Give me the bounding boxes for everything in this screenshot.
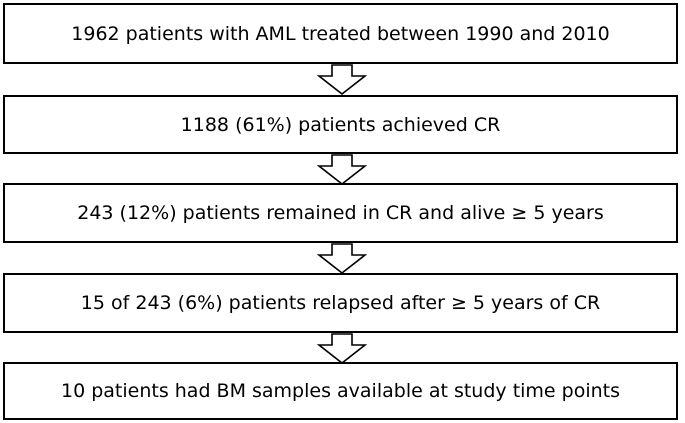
down-arrow-icon [317, 64, 367, 95]
flow-step-remained-cr: 243 (12%) patients remained in CR and al… [3, 183, 678, 243]
down-arrow-icon [317, 154, 367, 185]
flow-step-relapsed: 15 of 243 (6%) patients relapsed after ≥… [3, 273, 678, 333]
flow-step-label: 1962 patients with AML treated between 1… [71, 22, 610, 45]
down-arrow-icon [317, 243, 367, 274]
flow-step-label: 243 (12%) patients remained in CR and al… [77, 202, 604, 224]
flow-step-bm-samples: 10 patients had BM samples available at … [3, 362, 678, 420]
flow-step-cr: 1188 (61%) patients achieved CR [3, 95, 678, 154]
flow-step-label: 1188 (61%) patients achieved CR [180, 113, 501, 136]
down-arrow-icon [317, 333, 367, 364]
flow-step-label: 15 of 243 (6%) patients relapsed after ≥… [80, 292, 601, 314]
flow-step-label: 10 patients had BM samples available at … [60, 380, 621, 402]
flow-step-cohort: 1962 patients with AML treated between 1… [3, 3, 678, 64]
